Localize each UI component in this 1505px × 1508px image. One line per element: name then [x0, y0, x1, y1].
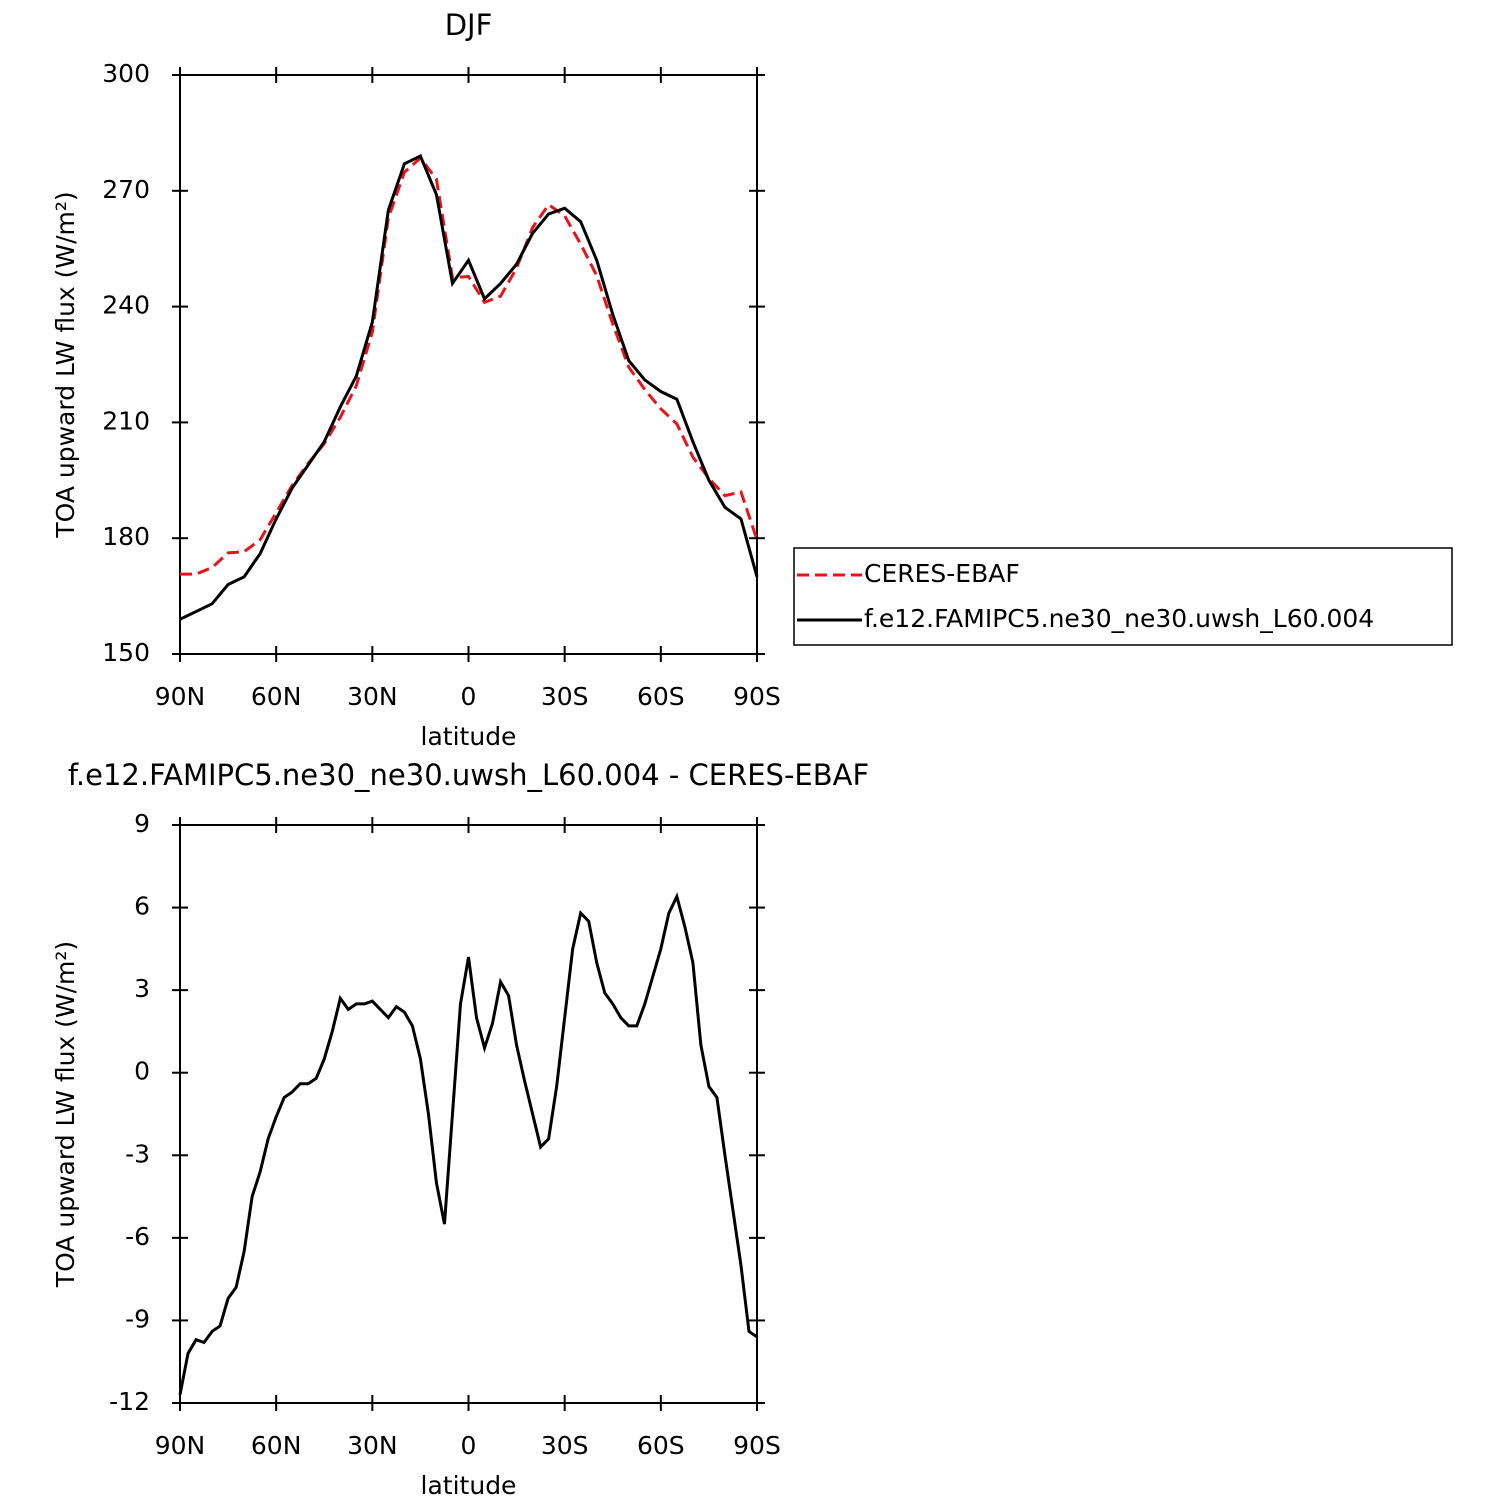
y-tick-label: 6	[134, 892, 150, 921]
x-tick-label: 90N	[155, 1431, 206, 1460]
y-tick-label: 270	[102, 175, 150, 204]
x-tick-label: 0	[461, 1431, 477, 1460]
x-tick-label: 30S	[541, 1431, 589, 1460]
chart-title: f.e12.FAMIPC5.ne30_ne30.uwsh_L60.004 - C…	[68, 758, 869, 792]
x-tick-label: 90S	[733, 1431, 781, 1460]
y-tick-label: 210	[102, 406, 150, 435]
data-line	[180, 155, 759, 576]
legend: CERES-EBAF f.e12.FAMIPC5.ne30_ne30.uwsh_L…	[793, 547, 1453, 646]
x-axis-label: latitude	[421, 1471, 517, 1500]
y-tick-label: 240	[102, 291, 150, 320]
data-line	[178, 892, 758, 1396]
x-tick-label: 90N	[155, 682, 206, 711]
x-tick-label: 30N	[347, 1431, 398, 1460]
legend-label: f.e12.FAMIPC5.ne30_ne30.uwsh_L60.004	[864, 604, 1374, 633]
y-tick-label: -3	[125, 1139, 150, 1168]
y-tick-label: -6	[125, 1222, 150, 1251]
x-tick-label: 60N	[251, 682, 302, 711]
y-axis-label: TOA upward LW flux (W/m²)	[51, 941, 80, 1288]
plot-frame	[179, 824, 758, 1404]
y-tick-label: 3	[134, 974, 150, 1003]
legend-box	[793, 547, 1453, 646]
legend-label: CERES-EBAF	[864, 559, 1020, 588]
x-tick-label: 60S	[637, 1431, 685, 1460]
plot-frame	[179, 74, 758, 655]
y-axis-label: TOA upward LW flux (W/m²)	[51, 191, 80, 538]
x-tick-label: 30N	[347, 682, 398, 711]
data-line	[179, 154, 759, 621]
x-tick-label: 60N	[251, 1431, 302, 1460]
y-tick-label: -9	[125, 1304, 150, 1333]
x-axis-label: latitude	[421, 722, 517, 751]
chart-title: DJF	[445, 8, 493, 42]
y-tick-label: -12	[109, 1387, 150, 1416]
x-tick-label: 0	[461, 682, 477, 711]
y-tick-label: 300	[102, 59, 150, 88]
y-tick-label: 9	[134, 809, 150, 838]
y-tick-label: 0	[134, 1057, 150, 1086]
y-tick-label: 150	[102, 638, 150, 667]
y-tick-label: 180	[102, 522, 150, 551]
x-tick-label: 90S	[733, 682, 781, 711]
x-tick-label: 30S	[541, 682, 589, 711]
x-tick-label: 60S	[637, 682, 685, 711]
